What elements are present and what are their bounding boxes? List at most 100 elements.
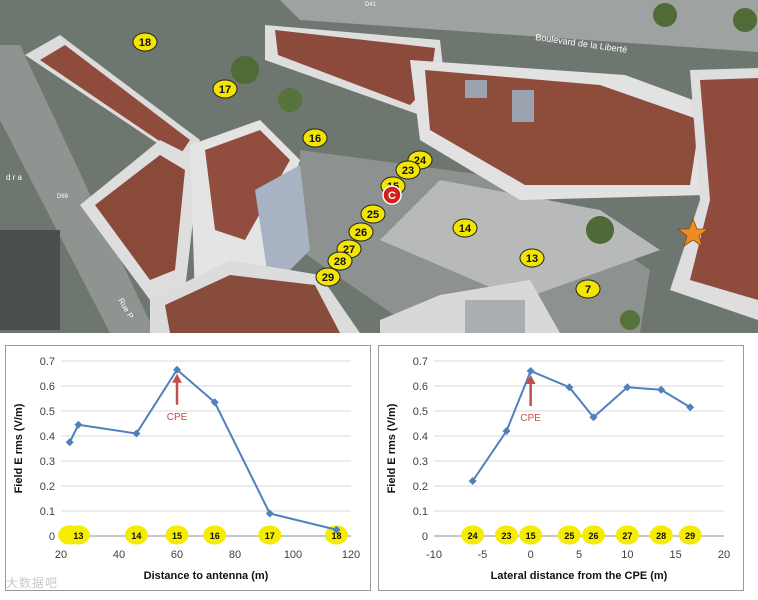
point-label-14: 14 — [124, 525, 148, 545]
cpe-arrowhead — [525, 375, 536, 384]
data-point — [74, 420, 83, 429]
marker-23: 23 — [395, 160, 421, 180]
marker-label: 17 — [219, 84, 231, 96]
svg-text:15: 15 — [526, 531, 536, 541]
y-tick-label: 0.4 — [40, 431, 55, 443]
svg-text:15: 15 — [172, 531, 182, 541]
svg-text:25: 25 — [564, 531, 574, 541]
x-tick-label: 20 — [718, 549, 730, 561]
point-label-27: 27 — [615, 525, 639, 545]
cpe-marker-letter: C — [388, 190, 396, 202]
svg-text:16: 16 — [210, 531, 220, 541]
point-label-28: 28 — [649, 525, 673, 545]
svg-text:23: 23 — [501, 531, 511, 541]
chart-lateral-panel: 0 0.1 0.2 0.3 0.4 0.5 0.6 0.7 -10 -5 0 5 10 15 20 24 23 1… — [378, 345, 744, 591]
y-tick-label: 0.1 — [40, 506, 55, 518]
x-tick-label: 5 — [576, 549, 582, 561]
marker-label: 13 — [526, 253, 538, 265]
marker-18: 18 — [132, 32, 158, 52]
svg-text:14: 14 — [131, 531, 141, 541]
y-tick-label: 0.4 — [413, 431, 428, 443]
y-tick-label: 0.6 — [40, 381, 55, 393]
y-tick-label: 0.2 — [413, 481, 428, 493]
svg-text:28: 28 — [656, 531, 666, 541]
chart-distance: 00.10.20.30.40.50.60.7204060801001207131… — [13, 356, 360, 582]
data-point — [526, 367, 535, 375]
x-tick-label: 40 — [113, 549, 125, 561]
data-point — [332, 525, 341, 534]
point-label-15: 15 — [165, 525, 189, 545]
y-tick-label: 0.5 — [40, 406, 55, 418]
y-tick-label: 0 — [49, 531, 55, 543]
marker-label: 23 — [402, 165, 414, 177]
y-axis-title: Field E rms (V/m) — [13, 403, 25, 493]
marker-29: 29 — [315, 267, 341, 287]
point-label-24: 24 — [461, 525, 485, 545]
point-label-25: 25 — [557, 525, 581, 545]
data-point — [686, 403, 695, 412]
marker-14: 14 — [452, 218, 478, 238]
x-tick-label: 10 — [621, 549, 633, 561]
y-tick-label: 0.2 — [40, 481, 55, 493]
series-line — [68, 368, 337, 531]
watermark: 大数据吧 — [6, 576, 59, 590]
marker-label: 18 — [139, 37, 151, 49]
point-label-29: 29 — [678, 525, 702, 545]
x-tick-label: 120 — [342, 549, 360, 561]
point-label-23: 23 — [495, 525, 518, 545]
chart-distance-panel: 00.10.20.30.40.50.60.7204060801001207131… — [5, 345, 371, 591]
data-point — [468, 477, 477, 485]
svg-text:17: 17 — [265, 531, 275, 541]
x-tick-label: 20 — [55, 549, 67, 561]
data-point — [657, 385, 666, 394]
y-axis-title: Field E rms (V/m) — [386, 403, 398, 493]
cpe-marker: C — [382, 185, 402, 205]
data-point — [623, 383, 632, 392]
data-point — [65, 438, 74, 447]
data-point — [173, 365, 181, 374]
marker-label: 28 — [334, 256, 346, 268]
data-point — [265, 509, 274, 518]
x-axis-title: Distance to antenna (m) — [144, 570, 269, 582]
marker-16: 16 — [302, 128, 328, 148]
y-tick-label: 0.7 — [40, 356, 55, 368]
y-tick-label: 0.3 — [413, 456, 428, 468]
marker-label: 29 — [322, 272, 334, 284]
data-point — [132, 429, 141, 438]
marker-13: 13 — [519, 248, 545, 268]
marker-label: 14 — [459, 223, 472, 235]
corner-label: d r a — [6, 173, 23, 182]
chart-lateral: 0 0.1 0.2 0.3 0.4 0.5 0.6 0.7 -10 -5 0 5 10 15 20 24 23 1… — [386, 356, 730, 582]
x-tick-label: 15 — [670, 549, 682, 561]
marker-7: 7 — [575, 279, 601, 299]
svg-text:24: 24 — [468, 531, 478, 541]
x-tick-label: -5 — [477, 549, 487, 561]
svg-text:27: 27 — [622, 531, 632, 541]
point-label-16: 16 — [203, 525, 227, 545]
data-point — [502, 427, 511, 435]
series-line — [471, 369, 691, 482]
y-tick-label: 0 — [422, 531, 428, 543]
marker-label: 26 — [355, 227, 367, 239]
x-tick-label: -10 — [426, 549, 442, 561]
x-axis-title: Lateral distance from the CPE (m) — [491, 570, 668, 582]
cpe-annotation: CPE — [167, 412, 188, 423]
point-label-15: 15 — [519, 525, 543, 545]
data-point — [589, 413, 598, 422]
y-tick-label: 0.6 — [413, 381, 428, 393]
marker-label: 25 — [367, 209, 379, 221]
star-icon — [676, 217, 710, 247]
aerial-photo: Boulevard de la Liberté D41 D69 d r a Ru… — [0, 0, 758, 333]
y-tick-label: 0.1 — [413, 506, 428, 518]
x-tick-label: 0 — [528, 549, 534, 561]
y-tick-label: 0.5 — [413, 406, 428, 418]
marker-26: 26 — [348, 222, 374, 242]
marker-17: 17 — [212, 79, 238, 99]
svg-text:13: 13 — [73, 531, 83, 541]
svg-text:18: 18 — [331, 531, 341, 541]
x-tick-label: 80 — [229, 549, 241, 561]
marker-label: 16 — [309, 133, 321, 145]
data-point — [565, 383, 574, 392]
point-label-13: 13 — [66, 525, 90, 545]
marker-25: 25 — [360, 204, 386, 224]
